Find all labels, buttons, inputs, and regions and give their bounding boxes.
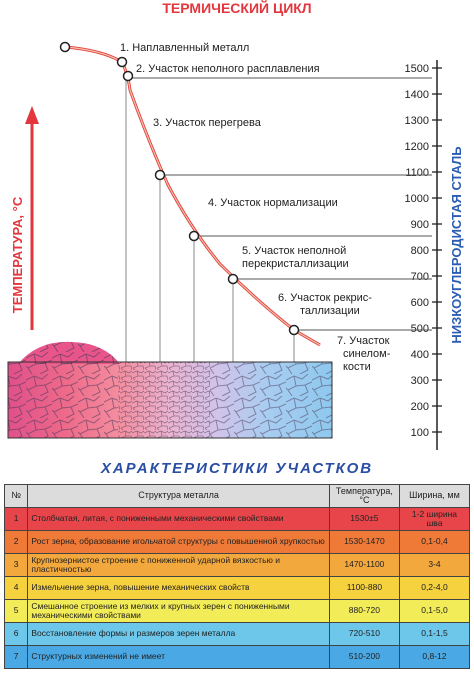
row-width: 0,1-0,4 xyxy=(398,530,471,554)
table-row: 6 Восстановление формы и размеров зерен м… xyxy=(3,622,471,646)
zone-marker-5 xyxy=(188,230,200,242)
row-structure: Восстановление формы и размеров зерен ме… xyxy=(27,622,330,646)
temperature-arrow-head xyxy=(25,106,39,124)
row-number: 7 xyxy=(3,645,29,669)
zone-marker-2 xyxy=(116,56,128,68)
row-structure: Смешанное строение из мелких и крупных з… xyxy=(27,599,330,623)
zone-leader-lines xyxy=(126,77,432,331)
row-width: 1-2 ширина шва xyxy=(398,507,471,531)
zone-label-6-line1: 6. Участок рекрис- xyxy=(278,292,372,304)
scale-tick-label: 900 xyxy=(411,219,429,231)
table-row: 2 Рост зерна, образование игольчатой стру… xyxy=(3,530,471,554)
row-structure: Столбчатая, литая, с пониженными механич… xyxy=(27,507,330,531)
scale-tick-label: 1000 xyxy=(405,193,429,205)
zone-markers xyxy=(59,41,300,336)
table-row: 7 Структурных изменений не имеет 510-200 0,… xyxy=(3,645,471,669)
header-structure: Структура металла xyxy=(27,484,330,508)
zone-characteristics-table: № Структура металла Температура, °С Шири… xyxy=(3,484,471,669)
table-header-row: № Структура металла Температура, °С Шири… xyxy=(3,484,471,508)
zone-label-5-line1: 5. Участок неполной xyxy=(242,245,346,257)
scale-tick-label: 300 xyxy=(411,375,429,387)
row-width: 0,8-12 xyxy=(398,645,471,669)
row-number: 6 xyxy=(3,622,29,646)
header-width: Ширина, мм xyxy=(398,484,471,508)
zone-label-7-line1: 7. Участок xyxy=(337,335,390,347)
zone-label-6-line2: таллизации xyxy=(300,305,360,317)
header-temperature: Температура, °С xyxy=(328,484,400,508)
zone-marker-7 xyxy=(288,324,300,336)
scale-tick-label: 500 xyxy=(411,323,429,335)
row-structure: Структурных изменений не имеет xyxy=(27,645,330,669)
scale-ticks: 1500 1400 1300 1200 1100 1000 900 800 700 600 500 4… xyxy=(405,63,442,439)
scale-tick-label: 700 xyxy=(411,271,429,283)
row-temperature: 720-510 xyxy=(328,622,400,646)
row-structure: Измельчение зерна, повышение механически… xyxy=(27,576,330,600)
row-structure: Крупнозернистое строение с пониженной уд… xyxy=(27,553,330,577)
row-temperature: 1530±5 xyxy=(328,507,400,531)
row-number: 3 xyxy=(3,553,29,577)
diagram-title: ТЕРМИЧЕСКИЙ ЦИКЛ xyxy=(162,0,311,16)
scale-tick-label: 800 xyxy=(411,245,429,257)
row-temperature: 1470-1100 xyxy=(328,553,400,577)
table-section-title: ХАРАКТЕРИСТИКИ УЧАСТКОВ xyxy=(100,460,374,477)
zone-label-2: 2. Участок неполного расплавления xyxy=(136,63,320,75)
row-temperature: 510-200 xyxy=(328,645,400,669)
scale-tick-label: 1100 xyxy=(405,167,429,179)
scale-tick-label: 200 xyxy=(411,401,429,413)
table-row: 4 Измельчение зерна, повышение механическ… xyxy=(3,576,471,600)
weld-cross-section xyxy=(7,341,333,439)
scale-tick-label: 100 xyxy=(411,427,429,439)
row-temperature: 1100-880 xyxy=(328,576,400,600)
row-number: 5 xyxy=(3,599,29,623)
zone-label-3: 3. Участок перегрева xyxy=(153,117,262,129)
scale-tick-label: 1400 xyxy=(405,89,429,101)
row-temperature: 880-720 xyxy=(328,599,400,623)
row-number: 4 xyxy=(3,576,29,600)
table-row: 3 Крупнозернистое строение с пониженной у… xyxy=(3,553,471,577)
zone-label-5-line2: перекристаллизации xyxy=(242,258,349,270)
scale-tick-label: 600 xyxy=(411,297,429,309)
row-structure: Рост зерна, образование игольчатой струк… xyxy=(27,530,330,554)
row-temperature: 1530-1470 xyxy=(328,530,400,554)
zone-label-7-line3: кости xyxy=(343,361,371,373)
zone-marker-4 xyxy=(154,169,166,181)
row-width: 3-4 xyxy=(398,553,471,577)
zone-label-4: 4. Участок нормализации xyxy=(208,197,338,209)
row-width: 0,1-1,5 xyxy=(398,622,471,646)
zone-labels: 1. Наплавленный металл 2. Участок неполн… xyxy=(120,42,391,373)
scale-tick-label: 1200 xyxy=(405,141,429,153)
row-width: 0,1-5,0 xyxy=(398,599,471,623)
zone-label-1: 1. Наплавленный металл xyxy=(120,42,249,54)
scale-tick-label: 1500 xyxy=(405,63,429,75)
zone-label-7-line2: синелом- xyxy=(343,348,391,360)
header-number: № xyxy=(3,484,29,508)
table-row: 1 Столбчатая, литая, с пониженными механи… xyxy=(3,507,471,531)
zone-marker-1 xyxy=(59,41,71,53)
scale-tick-label: 400 xyxy=(411,349,429,361)
zone-marker-6 xyxy=(227,273,239,285)
row-number: 2 xyxy=(3,530,29,554)
right-axis-label: НИЗКОУГЛЕРОДИСТАЯ СТАЛЬ xyxy=(449,146,464,343)
row-width: 0,2-4,0 xyxy=(398,576,471,600)
thermal-cycle-diagram: ТЕРМИЧЕСКИЙ ЦИКЛ ТЕМПЕРАТУРА, °С 1500 140… xyxy=(7,0,464,450)
y-axis-label: ТЕМПЕРАТУРА, °С xyxy=(10,196,25,313)
scale-tick-label: 1300 xyxy=(405,115,429,127)
zone-drop-lines xyxy=(125,78,295,362)
row-number: 1 xyxy=(3,507,29,531)
table-row: 5 Смешанное строение из мелких и крупных … xyxy=(3,599,471,623)
zone-marker-2b xyxy=(122,70,134,82)
